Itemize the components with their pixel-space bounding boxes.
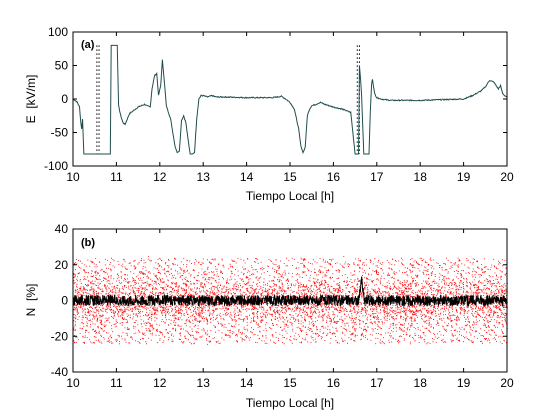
panel-a-xtick-label: 13 bbox=[197, 170, 211, 184]
panel-b-ytick-label: -20 bbox=[51, 329, 69, 343]
panel-a-xlabel: Tiempo Local [h] bbox=[246, 189, 334, 203]
panel-b-xtick-label: 14 bbox=[240, 376, 254, 390]
panel-a-plot-area bbox=[72, 44, 508, 155]
panel-a-xtick-label: 17 bbox=[370, 170, 384, 184]
panel-b-xtick-label: 16 bbox=[327, 376, 341, 390]
panel-a-xtick-label: 20 bbox=[500, 170, 514, 184]
panel-b-xtick-label: 13 bbox=[197, 376, 211, 390]
panel-a-xtick-label: 12 bbox=[153, 170, 167, 184]
panel-b-xtick-label: 11 bbox=[110, 376, 123, 390]
panel-b-plot-area bbox=[72, 256, 508, 345]
panel-b-ticks: 10 11 12 13 14 15 16 17 18 19 20 -40 -20 0 20 40 bbox=[51, 222, 514, 390]
panel-b-xtick-label: 17 bbox=[370, 376, 384, 390]
panel-a-xtick-label: 19 bbox=[457, 170, 471, 184]
panel-a-ytick-label: -100 bbox=[44, 159, 68, 173]
panel-b-xtick-label: 15 bbox=[283, 376, 297, 390]
panel-b-xtick-label: 19 bbox=[457, 376, 471, 390]
panel-a-ticks: 10 11 12 13 14 15 16 17 18 19 20 -100 -50 0 50 100 bbox=[44, 25, 514, 184]
panel-a-xtick-label: 18 bbox=[414, 170, 428, 184]
panel-a-ytick-label: -50 bbox=[51, 126, 69, 140]
panel-b-ytick-label: 40 bbox=[55, 222, 69, 236]
panel-b-ytick-label: -40 bbox=[51, 365, 69, 379]
panel-b-xtick-label: 18 bbox=[414, 376, 428, 390]
panel-b-ytick-label: 0 bbox=[61, 294, 68, 308]
panel-b-xtick-label: 20 bbox=[500, 376, 514, 390]
panel-a-ytick-label: 50 bbox=[55, 59, 69, 73]
panel-a-xtick-label: 15 bbox=[283, 170, 297, 184]
panel-b-relative-change: 10 11 12 13 14 15 16 17 18 19 20 -40 -20 0 20 40 (b) Ti… bbox=[24, 222, 514, 410]
panel-a-xtick-label: 10 bbox=[66, 170, 80, 184]
panel-a-xtick-label: 11 bbox=[110, 170, 123, 184]
panel-b-xtick-label: 10 bbox=[66, 376, 80, 390]
panel-b-scatter-points bbox=[73, 256, 508, 345]
panel-b-ylabel: N [%] bbox=[24, 284, 38, 317]
panel-a-xtick-label: 16 bbox=[327, 170, 341, 184]
panel-a-ylabel: E [kV/m] bbox=[24, 75, 38, 124]
panel-b-label: (b) bbox=[81, 237, 95, 249]
panel-a-series-line bbox=[72, 44, 508, 155]
panel-b-ytick-label: 20 bbox=[55, 258, 69, 272]
panel-a-xtick-label: 14 bbox=[240, 170, 254, 184]
panel-a-label: (a) bbox=[81, 39, 95, 51]
panel-b-xlabel: Tiempo Local [h] bbox=[246, 396, 334, 410]
panel-a-ytick-label: 100 bbox=[48, 25, 68, 39]
panel-b-series-line bbox=[72, 276, 508, 308]
panel-a-background bbox=[73, 32, 507, 166]
panel-a-ytick-label: 0 bbox=[61, 92, 68, 106]
panel-b-xtick-label: 12 bbox=[153, 376, 167, 390]
